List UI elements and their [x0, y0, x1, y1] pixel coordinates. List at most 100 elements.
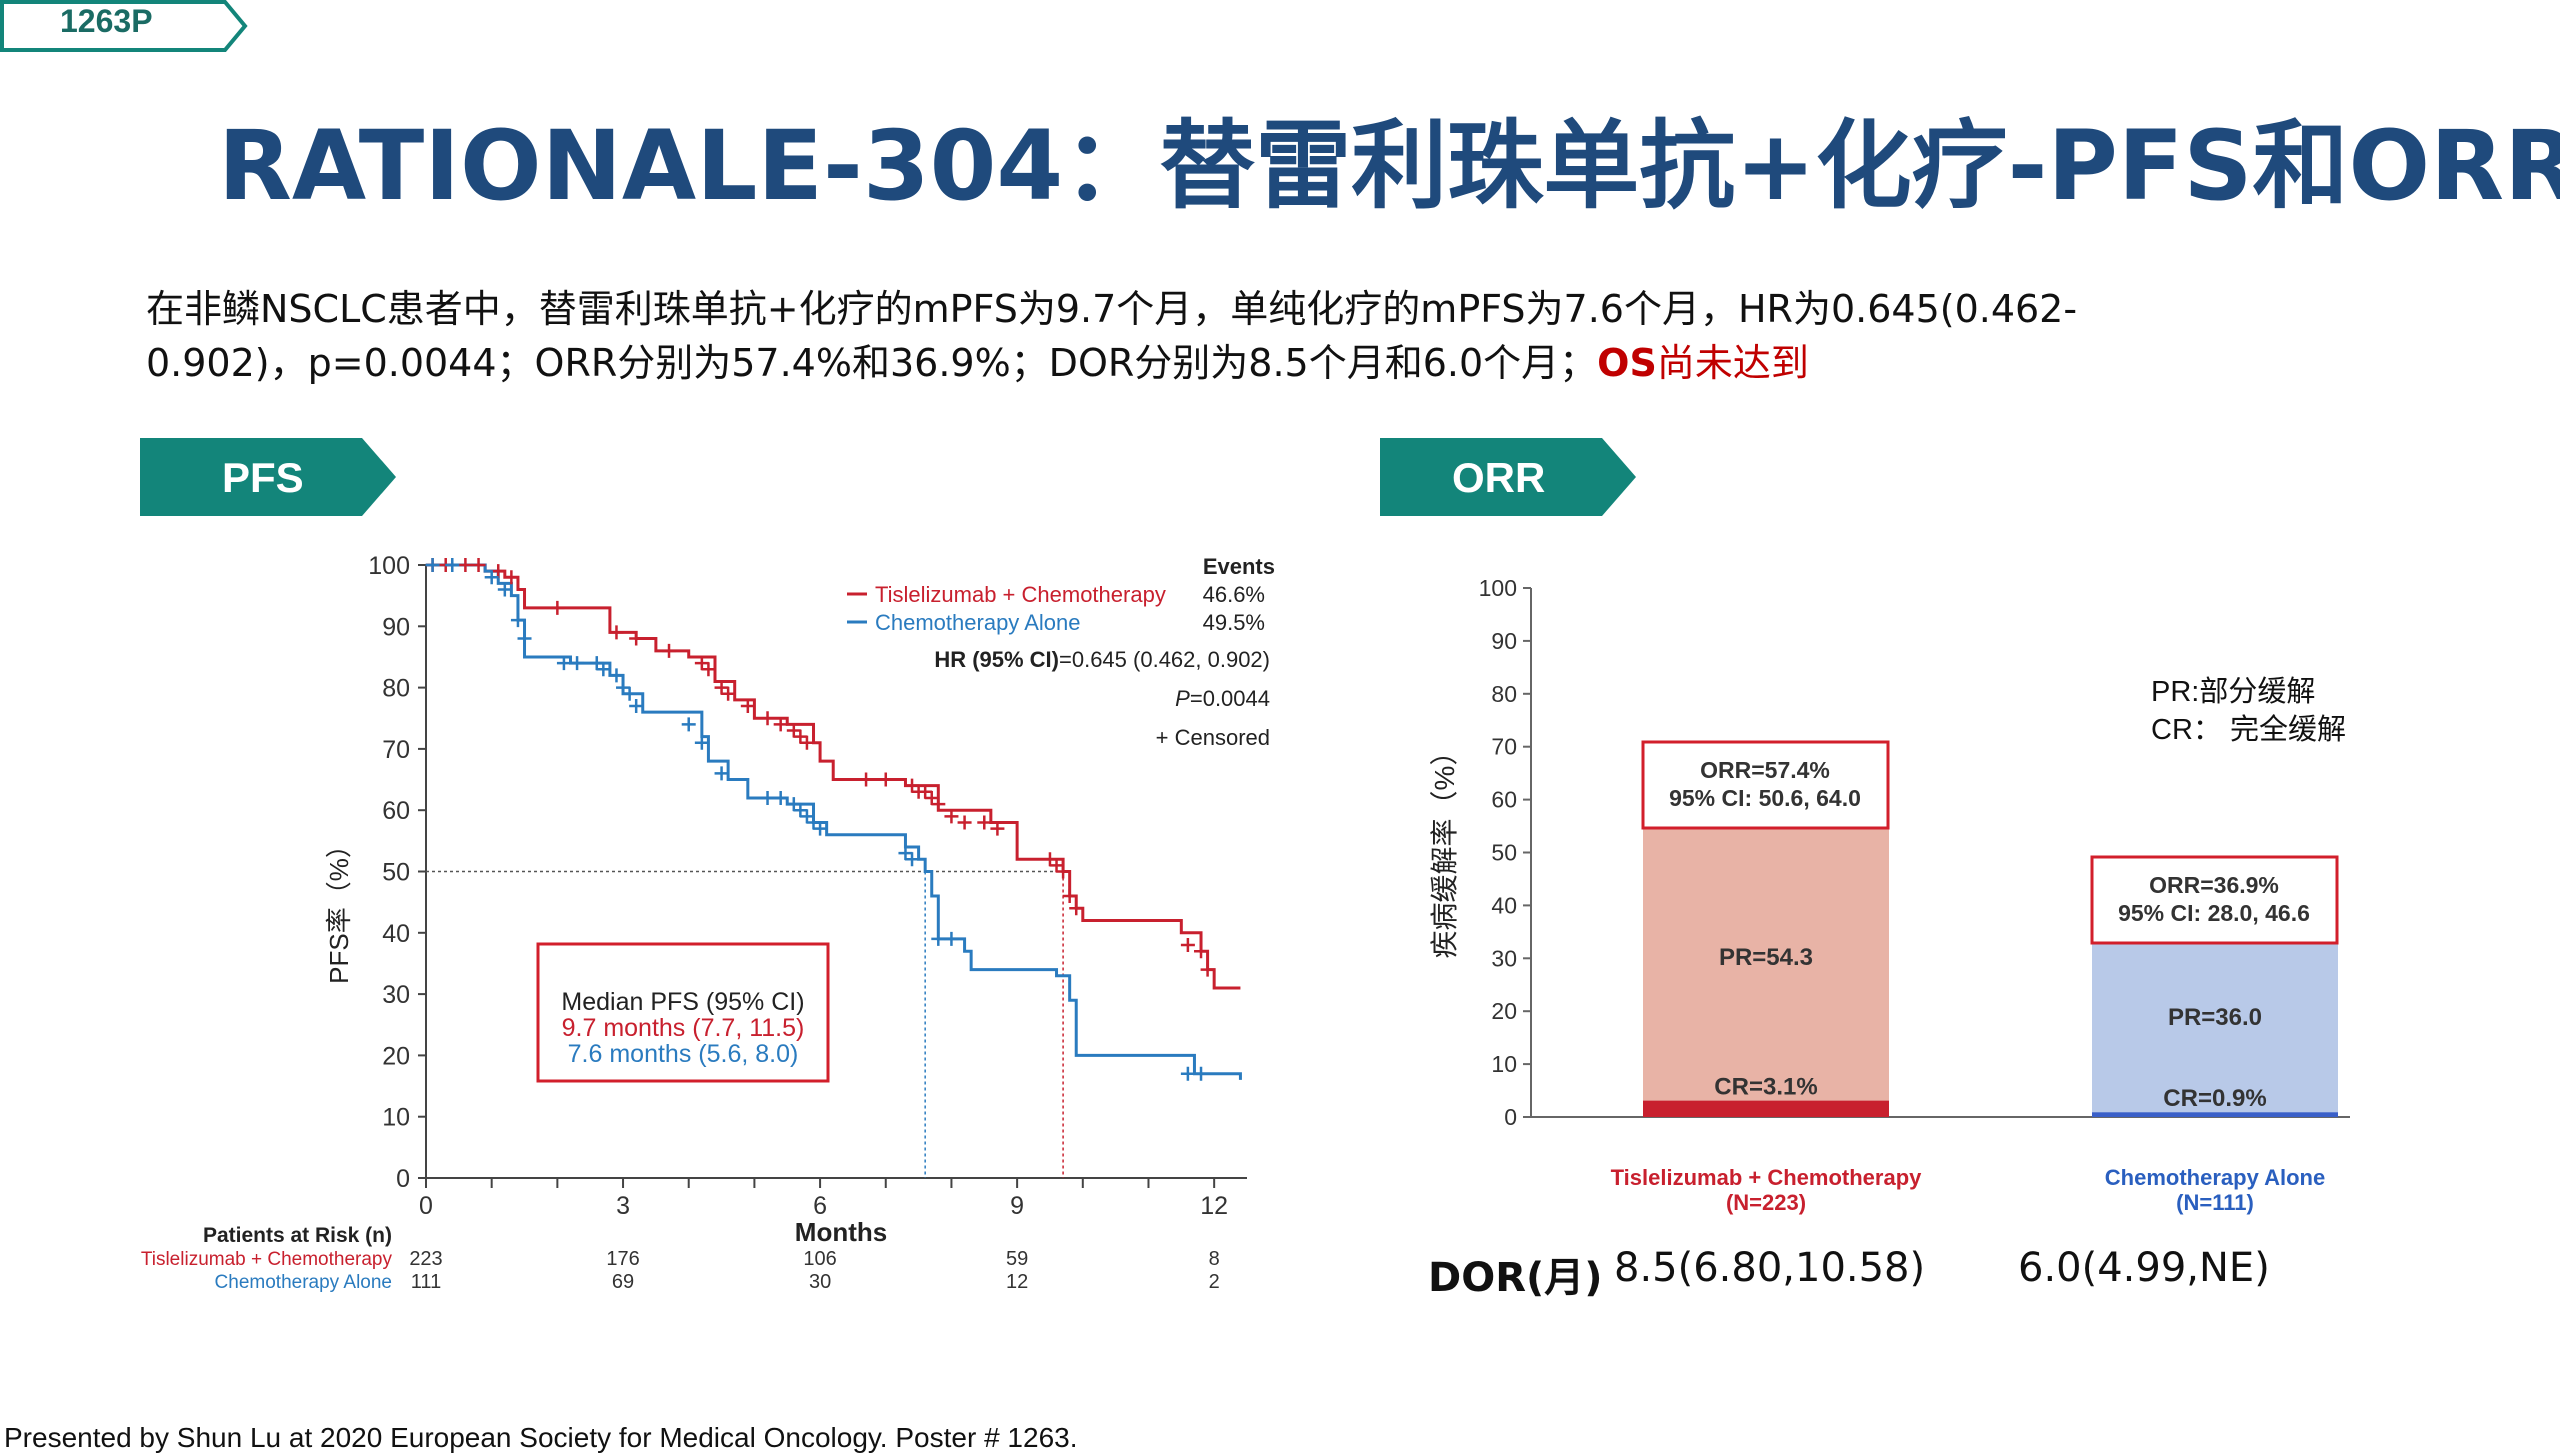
orr-box-chemo: ORR=36.9% 95% CI: 28.0, 46.6	[2090, 855, 2339, 945]
median-box-chemo: 7.6 months (5.6, 8.0)	[568, 1040, 799, 1068]
km-censor-mark	[1042, 852, 1057, 867]
orr-category-chemo: Chemotherapy Alone	[2105, 1165, 2325, 1190]
risk-table-cell: 111	[411, 1271, 441, 1293]
orr-category-tisle-n: (N=223)	[1726, 1190, 1806, 1215]
orr-bar-cr-label: CR=0.9%	[2163, 1085, 2266, 1112]
orr-box-chemo-ci: 95% CI: 28.0, 46.6	[2118, 900, 2310, 926]
km-censor-mark	[898, 846, 913, 861]
risk-table-cell: 2	[1209, 1271, 1220, 1293]
risk-table-cell: 223	[409, 1248, 442, 1270]
tab-pfs-shape	[140, 438, 396, 516]
tab-orr: ORR	[1380, 438, 1640, 516]
tab-orr-label: ORR	[1452, 454, 1546, 501]
km-censor-marks	[425, 558, 1215, 1081]
km-y-tick-label: 100	[368, 552, 410, 580]
orr-bar-cr-label: CR=3.1%	[1714, 1074, 1817, 1101]
km-censor-mark	[589, 656, 604, 671]
dor-tisle-value: 8.5(6.80,10.58)	[1614, 1245, 1926, 1291]
legend-chemo-events: 49.5%	[1203, 610, 1265, 635]
risk-table-cell: 8	[1209, 1248, 1220, 1270]
poster-badge	[0, 0, 248, 52]
km-censor-mark	[1194, 1066, 1209, 1081]
orr-box-tisle-ci: 95% CI: 50.6, 64.0	[1669, 785, 1861, 811]
km-censor-mark	[786, 723, 801, 738]
orr-y-tick-label: 20	[1491, 998, 1517, 1024]
orr-bar-cr	[1643, 1100, 1889, 1117]
km-censor-mark	[944, 931, 959, 946]
km-censor-mark	[1194, 944, 1209, 959]
summary-line-2-text: 0.902)，p=0.0044；ORR分别为57.4%和36.9%；DOR分别为…	[146, 341, 1598, 385]
legend-chemo-label: Chemotherapy Alone	[875, 610, 1080, 635]
km-censor-mark	[629, 698, 644, 713]
km-censor-mark	[629, 631, 644, 646]
km-y-tick-label: 60	[382, 797, 410, 825]
footer-citation: Presented by Shun Lu at 2020 European So…	[4, 1422, 1078, 1453]
legend-hr-value: =0.645 (0.462, 0.902)	[1059, 647, 1270, 672]
km-y-tick-label: 70	[382, 736, 410, 764]
page-title: RATIONALE-304：替雷利珠单抗+化疗-PFS和ORR	[218, 110, 2560, 222]
legend-hr: HR (95% CI)=0.645 (0.462, 0.902)	[934, 647, 1270, 672]
km-censor-mark	[773, 790, 788, 805]
summary-line-1: 在非鳞NSCLC患者中，替雷利珠单抗+化疗的mPFS为9.7个月，单纯化疗的mP…	[146, 287, 2078, 331]
orr-box-tisle: ORR=57.4% 95% CI: 50.6, 64.0	[1641, 740, 1890, 830]
orr-box-tisle-value: ORR=57.4%	[1700, 757, 1830, 783]
km-censor-mark	[622, 686, 637, 701]
orr-category-chemo-n: (N=111)	[2176, 1190, 2254, 1215]
km-censor-mark	[1049, 858, 1064, 873]
tab-pfs: PFS	[140, 438, 400, 516]
orr-y-tick-label: 90	[1491, 628, 1517, 654]
orr-y-tick-label: 30	[1491, 945, 1517, 971]
km-censor-mark	[786, 797, 801, 812]
km-censor-mark	[425, 558, 440, 572]
orr-y-tick-label: 60	[1491, 787, 1517, 813]
km-censor-mark	[859, 772, 874, 787]
km-y-tick-label: 0	[396, 1165, 410, 1193]
dor-row: DOR(月) 8.5(6.80,10.58) 6.0(4.99,NE)	[1428, 1245, 2270, 1303]
orr-note-cr: CR： 完全缓解	[2151, 713, 2346, 746]
risk-table-cell: 69	[612, 1271, 634, 1293]
km-y-tick-label: 10	[382, 1104, 410, 1132]
risk-table: Patients at Risk (n) Tislelizumab + Chem…	[141, 1224, 1220, 1293]
orr-bar-pr	[1643, 813, 1889, 1101]
orr-box-chemo-value: ORR=36.9%	[2149, 872, 2279, 898]
median-pfs-box: Median PFS (95% CI) 9.7 months (7.7, 11.…	[536, 942, 830, 1083]
km-censor-mark	[694, 735, 709, 750]
km-censor-mark	[458, 558, 473, 572]
km-censor-mark	[760, 790, 775, 805]
km-y-axis-label: PFS率（%）	[324, 832, 354, 984]
km-censor-mark	[497, 582, 512, 597]
km-censor-mark	[609, 668, 624, 683]
orr-y-axis-label: 疾病缓解率（%）	[1429, 738, 1460, 959]
km-censor-mark	[944, 809, 959, 824]
km-censor-mark	[1200, 962, 1215, 977]
km-axes: 0 10 20 30 40 50 60 70 80 90 100 0 3 6 9 12	[368, 552, 1247, 1220]
legend-p: P=0.0044	[1175, 686, 1270, 711]
km-censor-mark	[556, 656, 571, 671]
orr-bars: PR=54.3 CR=3.1% PR=36.0 CR=0.9%	[1643, 813, 2338, 1117]
dor-label: DOR(月)	[1428, 1255, 1603, 1301]
km-censor-mark	[924, 790, 939, 805]
km-censor-mark	[905, 778, 920, 793]
orr-bar-pr-label: PR=54.3	[1719, 944, 1813, 971]
km-censor-mark	[799, 809, 814, 824]
tab-pfs-label: PFS	[222, 454, 304, 501]
orr-y-tick-label: 70	[1491, 734, 1517, 760]
km-censor-mark	[616, 680, 631, 695]
km-curve-tisle	[426, 563, 1241, 990]
km-censor-mark	[596, 662, 611, 677]
km-censor-mark	[931, 931, 946, 946]
km-censor-mark	[878, 772, 893, 787]
km-y-tick-label: 50	[382, 859, 410, 887]
median-box-title: Median PFS (95% CI)	[561, 988, 804, 1016]
summary-os-highlight: OS	[1597, 341, 1657, 385]
km-y-tick-label: 90	[382, 613, 410, 641]
km-x-axis-label: Months	[795, 1217, 887, 1247]
legend-events-header: Events	[1203, 554, 1275, 579]
km-censor-mark	[990, 821, 1005, 836]
orr-bar-cr	[2092, 1112, 2338, 1117]
legend-hr-label: HR (95% CI)	[934, 647, 1059, 672]
orr-y-tick-label: 10	[1491, 1051, 1517, 1077]
km-censor-mark	[793, 729, 808, 744]
km-x-tick-label: 9	[1010, 1192, 1024, 1220]
